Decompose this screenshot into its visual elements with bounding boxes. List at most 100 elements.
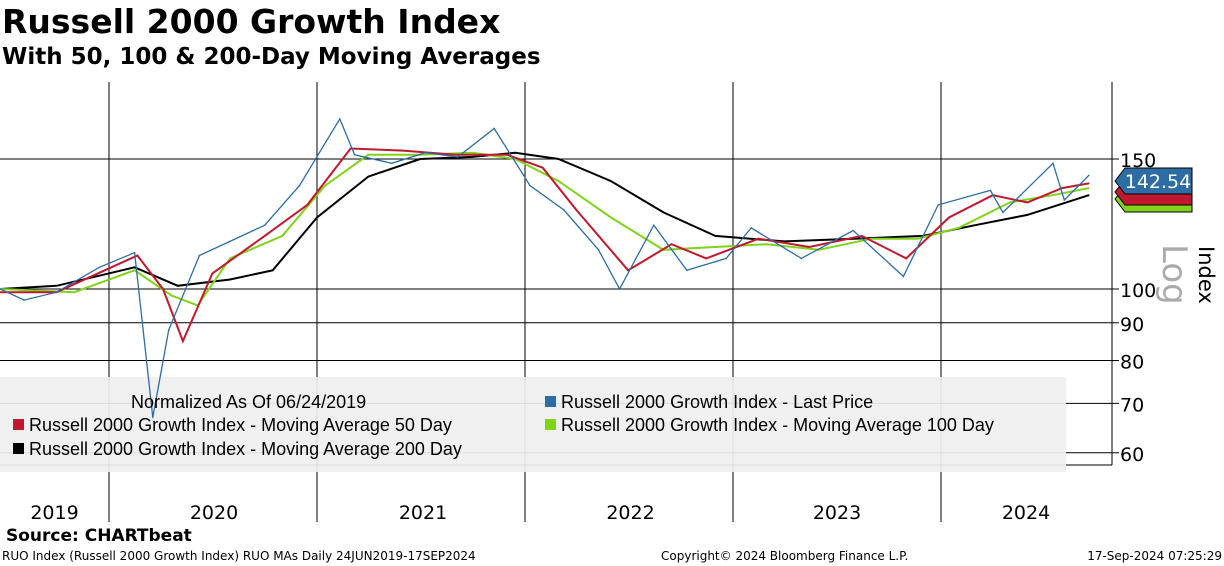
data-point [229, 278, 231, 281]
data-point [1051, 194, 1054, 196]
data-point [705, 257, 708, 260]
series-line [0, 117, 1090, 418]
data-point [610, 216, 612, 219]
data-point [298, 184, 301, 187]
x-tick-label: 2020 [190, 502, 238, 524]
data-point [1052, 162, 1054, 165]
footer-copyright: Copyright© 2024 Bloomberg Finance L.P. [661, 549, 909, 563]
data-point [263, 224, 266, 227]
legend-entry: Russell 2000 Growth Index - Moving Avera… [561, 415, 994, 435]
x-tick-label: 2023 [813, 502, 861, 524]
legend-entry: Russell 2000 Growth Index - Moving Avera… [29, 439, 462, 459]
data-point [1087, 187, 1090, 189]
data-point [757, 237, 760, 240]
y-axis-label: Index [1194, 246, 1218, 304]
data-point [662, 211, 665, 214]
data-point [167, 329, 170, 331]
data-point [353, 153, 356, 156]
data-point [133, 266, 136, 269]
y-tick-label: 70 [1120, 394, 1144, 416]
data-point [1026, 201, 1029, 204]
data-point [424, 151, 427, 154]
legend-note: Normalized As Of 06/24/2019 [131, 392, 366, 412]
legend-entry: Russell 2000 Growth Index - Moving Avera… [29, 415, 452, 435]
data-point [618, 288, 621, 290]
legend-box [0, 377, 1066, 472]
data-point [263, 235, 266, 237]
data-point [714, 246, 717, 248]
data-point [870, 237, 873, 240]
y-tick-label: 100 [1120, 280, 1156, 302]
data-point [493, 127, 496, 130]
data-point [211, 272, 214, 275]
data-point [349, 147, 352, 150]
data-point [55, 291, 58, 294]
data-point [670, 243, 673, 245]
data-point [902, 275, 905, 278]
last-price-value: 142.54 [1125, 171, 1191, 193]
footer-timestamp: 17-Sep-2024 07:25:29 [1087, 549, 1222, 563]
data-point [367, 153, 370, 156]
data-point [229, 257, 231, 260]
data-point [1087, 182, 1090, 185]
data-point [456, 156, 459, 158]
y-tick-label: 60 [1120, 444, 1144, 466]
data-point [575, 209, 578, 211]
data-point [182, 340, 184, 342]
data-point [725, 257, 727, 260]
data-point [783, 240, 786, 243]
data-point [306, 204, 309, 206]
last-price-tag [1114, 167, 1193, 195]
data-point [367, 175, 370, 178]
data-point [170, 294, 173, 297]
x-tick-label: 2021 [399, 502, 447, 524]
x-tick-label: 2022 [606, 502, 654, 524]
legend-swatch [545, 419, 556, 430]
chart-subtitle: With 50, 100 & 200-Day Moving Averages [2, 44, 541, 70]
data-point [454, 153, 457, 156]
data-point [229, 240, 231, 243]
data-point [55, 285, 58, 287]
data-point [419, 158, 421, 160]
data-point [176, 285, 179, 287]
data-point [860, 235, 863, 237]
data-point [133, 251, 136, 254]
data-point [198, 254, 201, 257]
data-point [514, 151, 517, 154]
x-tick-label: 2019 [30, 502, 78, 524]
data-point [948, 216, 950, 219]
data-point [852, 229, 855, 232]
data-point [529, 184, 531, 187]
y-tick-label: 150 [1120, 150, 1156, 172]
data-point [98, 266, 101, 269]
data-point [714, 235, 717, 237]
data-point [338, 118, 341, 120]
data-point [1087, 174, 1090, 177]
data-point [1008, 201, 1011, 204]
data-point [610, 180, 612, 182]
data-point [627, 269, 629, 272]
data-point [151, 416, 154, 419]
data-point [316, 216, 318, 219]
data-point [133, 269, 136, 272]
data-point [750, 227, 753, 229]
data-point [800, 257, 803, 260]
data-point [562, 209, 565, 211]
chart-title: Russell 2000 Growth Index [2, 2, 501, 41]
data-point [937, 204, 939, 206]
legend-entry: Russell 2000 Growth Index - Last Price [561, 392, 873, 412]
series-line [0, 147, 1089, 344]
series-line [0, 151, 1089, 307]
footer-left: RUO Index (Russell 2000 Growth Index) RU… [2, 549, 476, 563]
data-point [1063, 199, 1066, 201]
data-point [390, 162, 393, 165]
data-point [281, 235, 284, 237]
data-point [506, 153, 509, 156]
data-point [765, 243, 768, 245]
data-point [136, 254, 139, 257]
x-tick-label: 2024 [1002, 502, 1050, 524]
data-point [1002, 211, 1004, 214]
data-point [23, 299, 25, 301]
